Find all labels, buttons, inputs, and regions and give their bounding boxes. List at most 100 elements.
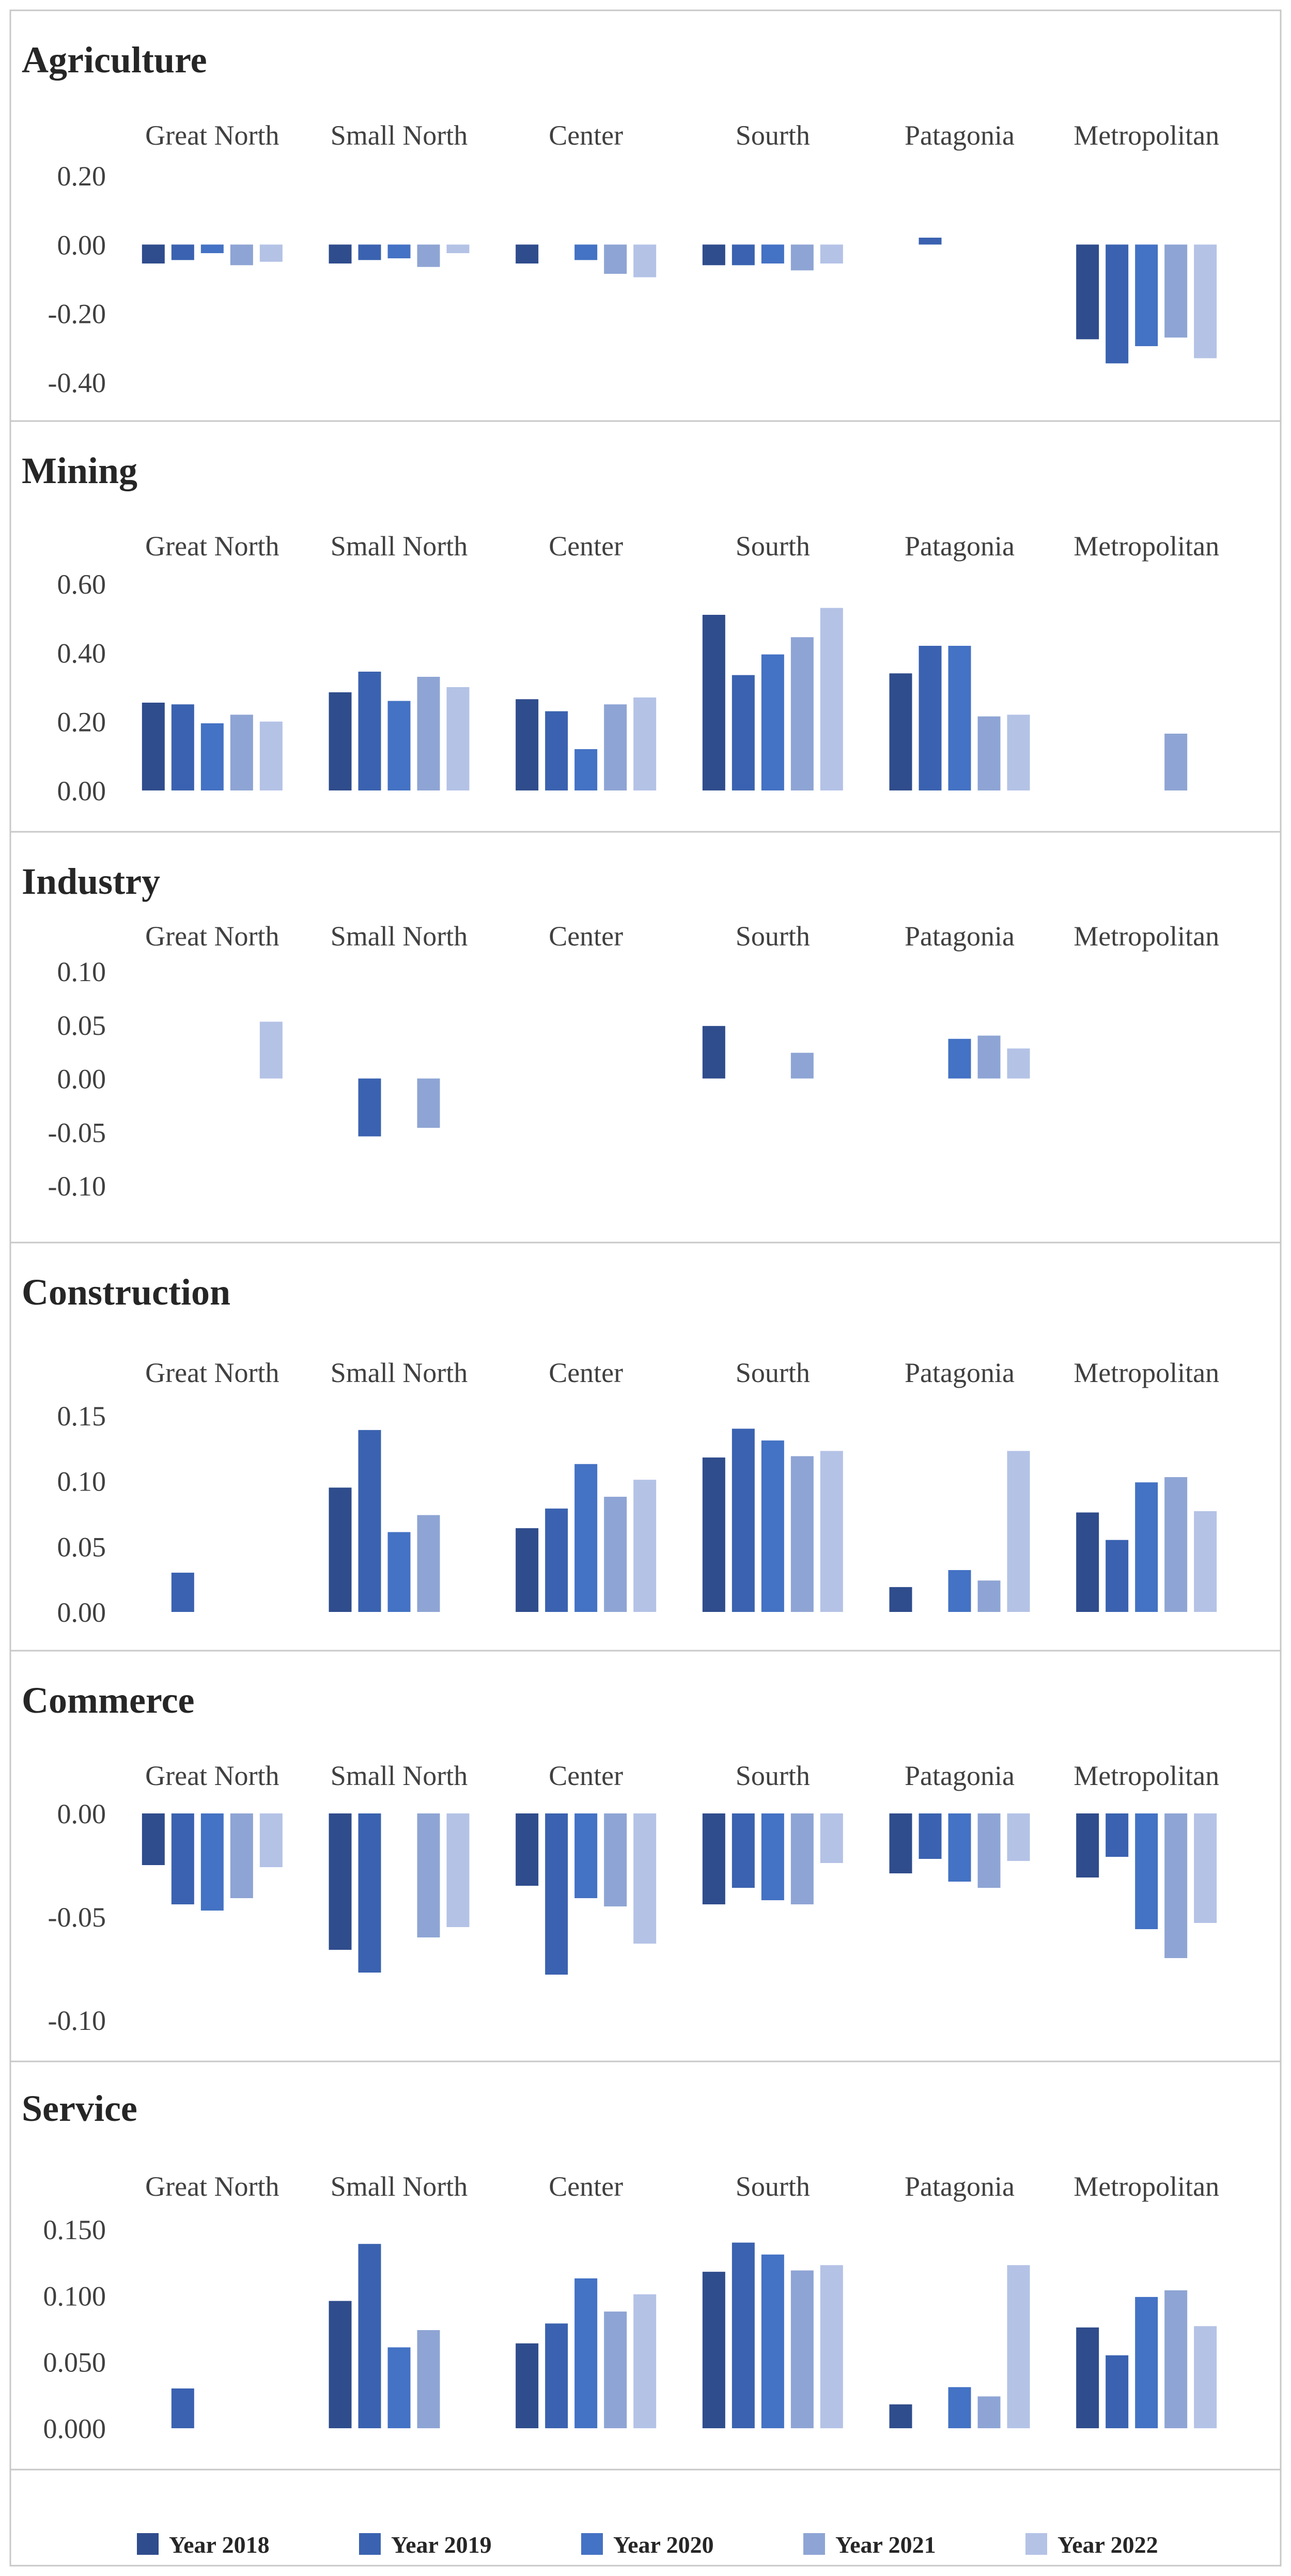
bar-industry-patagonia-year-2021 (977, 1035, 1001, 1079)
region-label-sourth: Sourth (736, 1760, 810, 1791)
bar-service-sourth-year-2020 (761, 2254, 784, 2428)
panel-title: Commerce (22, 1680, 194, 1721)
bar-construction-center-year-2020 (574, 1464, 598, 1612)
bar-commerce-metropolitan-year-2022 (1194, 1813, 1217, 1923)
region-label-center: Center (549, 1760, 623, 1791)
bar-mining-small-north-year-2022 (446, 687, 470, 790)
bar-construction-patagonia-year-2022 (1007, 1451, 1030, 1612)
bar-agriculture-small-north-year-2021 (417, 244, 440, 267)
bar-commerce-sourth-year-2022 (820, 1813, 843, 1863)
y-tick-label: 0.150 (43, 2214, 106, 2245)
bar-mining-metropolitan-year-2021 (1164, 734, 1188, 790)
bar-service-sourth-year-2021 (790, 2270, 814, 2428)
bar-commerce-metropolitan-year-2018 (1076, 1813, 1099, 1877)
bar-commerce-small-north-year-2019 (358, 1813, 381, 1973)
bar-construction-metropolitan-year-2019 (1106, 1540, 1129, 1612)
bar-commerce-patagonia-year-2021 (977, 1813, 1001, 1888)
y-tick-label: 0.000 (43, 2413, 106, 2444)
bar-service-center-year-2022 (633, 2294, 657, 2428)
region-label-patagonia: Patagonia (905, 2171, 1015, 2202)
y-tick-label: 0.00 (57, 1064, 106, 1095)
legend-item-year-2019: Year 2019 (359, 2532, 492, 2558)
region-label-great-north: Great North (145, 1760, 279, 1791)
bar-commerce-great-north-year-2022 (259, 1813, 283, 1867)
region-label-center: Center (549, 921, 623, 952)
bar-agriculture-great-north-year-2020 (200, 244, 224, 253)
y-tick-label: 0.20 (57, 161, 106, 192)
region-label-metropolitan: Metropolitan (1074, 120, 1219, 151)
bar-service-small-north-year-2019 (358, 2244, 381, 2428)
panel-commerce: Commerce 0.00 -0.05 -0.10 Great North Small N… (9, 1650, 1282, 2062)
bar-agriculture-metropolitan-year-2019 (1106, 244, 1129, 364)
legend-label: Year 2019 (391, 2532, 492, 2558)
bar-agriculture-sourth-year-2021 (790, 244, 814, 271)
bar-commerce-center-year-2019 (545, 1813, 568, 1975)
bar-mining-great-north-year-2020 (200, 723, 224, 790)
panel-service: Service 0.150 0.100 0.050 0.000 Great North Sm… (9, 2060, 1282, 2471)
bar-commerce-patagonia-year-2019 (919, 1813, 942, 1859)
bar-commerce-small-north-year-2021 (417, 1813, 440, 1937)
bar-service-great-north-year-2019 (171, 2388, 194, 2428)
bar-commerce-great-north-year-2021 (230, 1813, 253, 1898)
bar-industry-patagonia-year-2022 (1007, 1048, 1030, 1079)
bar-mining-center-year-2021 (604, 704, 627, 790)
region-label-sourth: Sourth (736, 1357, 810, 1388)
bar-construction-small-north-year-2018 (329, 1487, 352, 1612)
bar-commerce-center-year-2020 (574, 1813, 598, 1898)
legend-label: Year 2022 (1057, 2532, 1158, 2558)
legend-swatch (137, 2533, 159, 2555)
legend-swatch (581, 2533, 603, 2555)
y-tick-label: 0.10 (57, 956, 106, 987)
bar-service-center-year-2020 (574, 2278, 598, 2428)
panel-industry: Industry 0.10 0.05 0.00 -0.05 -0.10 Great Nort… (9, 831, 1282, 1244)
bar-service-sourth-year-2022 (820, 2265, 843, 2428)
bar-service-small-north-year-2018 (329, 2301, 352, 2428)
region-label-center: Center (549, 2171, 623, 2202)
bar-construction-patagonia-year-2018 (889, 1587, 912, 1612)
bar-mining-great-north-year-2019 (171, 704, 194, 790)
bar-commerce-sourth-year-2020 (761, 1813, 784, 1900)
region-label-small-north: Small North (331, 120, 468, 151)
bar-agriculture-great-north-year-2018 (142, 244, 165, 263)
y-tick-label: -0.05 (48, 1902, 106, 1933)
bar-agriculture-sourth-year-2020 (761, 244, 784, 263)
legend: Year 2018 Year 2019 Year 2020 Year 2021 Year… (9, 2469, 1282, 2567)
bar-service-metropolitan-year-2019 (1106, 2355, 1129, 2428)
bar-service-patagonia-year-2020 (948, 2387, 971, 2428)
legend-label: Year 2021 (835, 2532, 936, 2558)
bar-service-patagonia-year-2021 (977, 2396, 1001, 2428)
bar-commerce-sourth-year-2021 (790, 1813, 814, 1904)
bar-mining-great-north-year-2018 (142, 703, 165, 790)
bar-agriculture-sourth-year-2022 (820, 244, 843, 263)
region-label-great-north: Great North (145, 120, 279, 151)
bar-agriculture-small-north-year-2022 (446, 244, 470, 253)
y-tick-label: 0.10 (57, 1466, 106, 1497)
bar-mining-center-year-2018 (516, 699, 539, 790)
bar-service-sourth-year-2018 (702, 2272, 725, 2428)
bar-service-patagonia-year-2022 (1007, 2265, 1030, 2428)
bar-mining-patagonia-year-2019 (919, 646, 942, 790)
bar-mining-small-north-year-2020 (387, 701, 411, 790)
bar-agriculture-metropolitan-year-2021 (1164, 244, 1188, 338)
bar-mining-small-north-year-2021 (417, 677, 440, 790)
bar-mining-sourth-year-2021 (790, 637, 814, 790)
region-label-small-north: Small North (331, 921, 468, 952)
bar-commerce-center-year-2018 (516, 1813, 539, 1886)
y-tick-label: 0.40 (57, 638, 106, 669)
region-label-great-north: Great North (145, 2171, 279, 2202)
bar-service-metropolitan-year-2022 (1194, 2326, 1217, 2428)
bar-agriculture-metropolitan-year-2022 (1194, 244, 1217, 359)
bar-mining-patagonia-year-2022 (1007, 715, 1030, 790)
bar-commerce-metropolitan-year-2019 (1106, 1813, 1129, 1857)
bar-agriculture-small-north-year-2018 (329, 244, 352, 263)
bar-industry-great-north-year-2022 (259, 1021, 283, 1079)
legend-swatch (1025, 2533, 1047, 2555)
region-label-metropolitan: Metropolitan (1074, 921, 1219, 952)
bar-commerce-metropolitan-year-2021 (1164, 1813, 1188, 1958)
bar-service-center-year-2021 (604, 2311, 627, 2428)
bar-commerce-sourth-year-2019 (732, 1813, 755, 1888)
region-label-great-north: Great North (145, 1357, 279, 1388)
bar-agriculture-sourth-year-2019 (732, 244, 755, 266)
bar-construction-center-year-2019 (545, 1508, 568, 1612)
